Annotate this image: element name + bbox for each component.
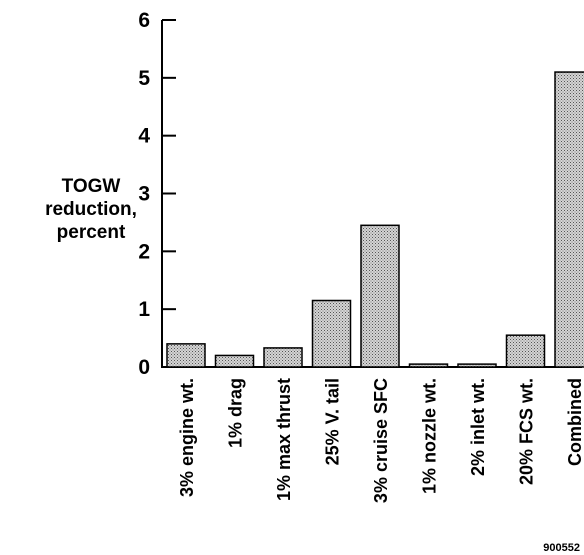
x-tick-label: 2% inlet wt.	[468, 378, 488, 476]
y-axis-label-line-2: reduction,	[45, 199, 137, 220]
x-tick-label: Combined	[565, 378, 584, 466]
bar	[166, 343, 206, 368]
y-tick-label: 0	[138, 356, 150, 379]
bar	[311, 299, 352, 368]
x-tick-label: 20% FCS wt.	[517, 378, 537, 485]
bar	[505, 334, 546, 368]
y-axis-label-line-1: TOGW	[62, 176, 121, 197]
bar	[554, 71, 584, 368]
bar	[360, 224, 400, 368]
x-tick-label: 3% engine wt.	[177, 378, 197, 497]
y-axis-ticks: 0 1 2 3 4 5 6	[138, 9, 176, 379]
bars	[166, 71, 584, 368]
x-tick-label: 25% V. tail	[323, 378, 343, 465]
y-tick-label: 4	[138, 125, 150, 148]
x-tick-label: 1% nozzle wt.	[420, 378, 440, 494]
bar	[263, 347, 303, 368]
figure-id: 900552	[543, 542, 580, 554]
y-axis-label-line-3: percent	[57, 222, 126, 243]
bar	[408, 363, 449, 368]
x-axis-tick-labels: 3% engine wt. 1% drag 1% max thrust 25% V. …	[177, 378, 584, 503]
x-tick-label: 1% max thrust	[274, 378, 294, 501]
bar	[457, 363, 497, 368]
y-axis-label: TOGW reduction, percent	[45, 176, 137, 243]
y-tick-label: 1	[138, 298, 150, 321]
bar	[214, 354, 255, 368]
y-tick-label: 2	[138, 240, 150, 263]
y-tick-label: 6	[138, 9, 150, 32]
y-tick-label: 3	[138, 183, 150, 206]
x-tick-label: 3% cruise SFC	[371, 378, 391, 503]
x-tick-label: 1% drag	[226, 378, 246, 448]
y-tick-label: 5	[138, 67, 150, 90]
